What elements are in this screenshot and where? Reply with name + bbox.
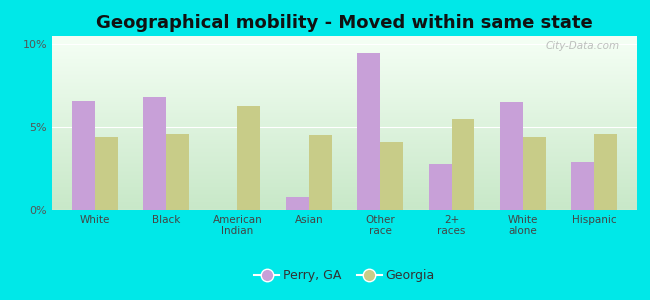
- Bar: [95, 137, 118, 210]
- Bar: [166, 134, 189, 210]
- Bar: [380, 142, 403, 210]
- Bar: [452, 119, 474, 210]
- Text: City-Data.com: City-Data.com: [545, 41, 619, 51]
- Bar: [143, 97, 166, 210]
- Bar: [429, 164, 452, 210]
- Title: Geographical mobility - Moved within same state: Geographical mobility - Moved within sam…: [96, 14, 593, 32]
- Legend: Perry, GA, Georgia: Perry, GA, Georgia: [250, 264, 439, 287]
- Bar: [594, 134, 617, 210]
- Bar: [309, 135, 332, 210]
- Bar: [358, 52, 380, 210]
- Bar: [571, 162, 594, 210]
- Bar: [237, 106, 260, 210]
- Bar: [500, 102, 523, 210]
- Bar: [72, 100, 95, 210]
- Bar: [523, 137, 546, 210]
- Bar: [286, 197, 309, 210]
